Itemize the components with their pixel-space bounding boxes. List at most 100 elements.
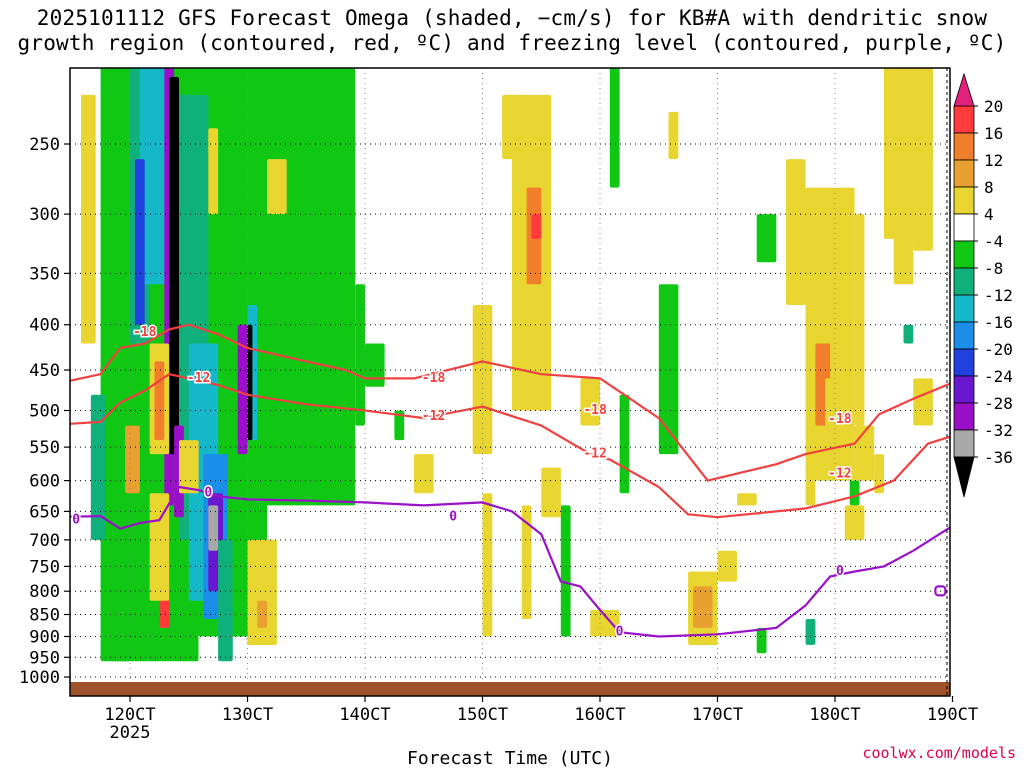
x-tick-label: 140CT bbox=[339, 705, 390, 725]
omega-cell bbox=[805, 619, 816, 645]
contour-label: 0 bbox=[449, 510, 457, 525]
omega-cell bbox=[125, 425, 140, 494]
colorbar-over-arrow bbox=[953, 72, 975, 107]
omega-cell bbox=[590, 610, 620, 637]
colorbar-label: -32 bbox=[984, 421, 1013, 440]
colorbar-bin bbox=[953, 294, 975, 323]
omega-cell bbox=[237, 324, 248, 455]
omega-cell bbox=[913, 378, 933, 426]
x-tick-label: 160CT bbox=[574, 705, 625, 725]
omega-cell bbox=[521, 505, 532, 619]
colorbar-bin bbox=[953, 375, 975, 404]
omega-cell bbox=[874, 454, 884, 494]
omega-cell bbox=[693, 586, 713, 628]
omega-cell bbox=[756, 627, 767, 654]
colorbar-label: -36 bbox=[984, 448, 1013, 467]
colorbar: 20 16 12 8 4 -4 -8 -12 -16 -20 -24 -28 -32 -36 bbox=[953, 72, 1013, 498]
colorbar-label: -20 bbox=[984, 340, 1013, 359]
y-tick-label: 450 bbox=[29, 361, 60, 381]
colorbar-label: 20 bbox=[984, 97, 1003, 116]
contour-line-0 bbox=[70, 485, 950, 638]
y-tick-label: 500 bbox=[29, 402, 60, 422]
contour-lines bbox=[70, 323, 950, 638]
omega-cell bbox=[805, 480, 816, 506]
colorbar-bin bbox=[953, 132, 975, 161]
omega-cell bbox=[247, 324, 253, 441]
contour-line-m12 bbox=[70, 373, 950, 519]
contour-line-0-closed bbox=[934, 585, 947, 597]
y-tick-label: 900 bbox=[29, 627, 60, 647]
colorbar-label: -8 bbox=[984, 259, 1003, 278]
y-tick-label: 750 bbox=[29, 557, 60, 577]
y-tick-label: 600 bbox=[29, 472, 60, 492]
contour-label: -18 bbox=[133, 325, 157, 340]
contour-label: -12 bbox=[583, 447, 606, 462]
y-tick-label: 700 bbox=[29, 531, 60, 551]
y-tick-label: 650 bbox=[29, 502, 60, 522]
contour-line-m18 bbox=[70, 323, 950, 482]
omega-cell bbox=[414, 454, 434, 494]
omega-cell bbox=[179, 440, 199, 494]
omega-cell bbox=[849, 480, 860, 506]
x-tick-label: 130CT bbox=[222, 705, 273, 725]
colorbar-bin bbox=[953, 240, 975, 269]
omega-cell bbox=[893, 214, 914, 285]
omega-cell bbox=[247, 539, 277, 645]
contour-label: 0 bbox=[204, 486, 212, 501]
plot-frame bbox=[69, 67, 951, 697]
omega-cell bbox=[365, 343, 385, 387]
y-tick-label: 300 bbox=[29, 205, 60, 225]
colorbar-bin bbox=[953, 321, 975, 350]
contour-label: -18 bbox=[583, 403, 607, 418]
contour-label: 0 bbox=[72, 513, 80, 528]
y-tick-label: 250 bbox=[29, 135, 60, 155]
colorbar-bin bbox=[953, 267, 975, 296]
omega-cell bbox=[560, 505, 571, 637]
colorbar-label: -12 bbox=[984, 286, 1013, 305]
x-tick-label: 180CT bbox=[809, 705, 860, 725]
y-axis: 2503003504004505005506006507007508008509… bbox=[19, 135, 70, 688]
colorbar-label: -28 bbox=[984, 394, 1013, 413]
contour-label: -12 bbox=[187, 371, 210, 386]
omega-cell bbox=[658, 284, 679, 455]
y-tick-label: 800 bbox=[29, 582, 60, 602]
omega-cell bbox=[218, 539, 233, 662]
colorbar-bin bbox=[953, 105, 975, 134]
omega-cell bbox=[139, 68, 170, 285]
omega-cell bbox=[835, 187, 855, 481]
credit-text[interactable]: coolwx.com/models bbox=[862, 744, 1016, 762]
omega-cell bbox=[531, 214, 542, 239]
omega-cell bbox=[208, 128, 219, 215]
contour-label: -12 bbox=[422, 409, 445, 424]
omega-cell bbox=[257, 600, 268, 628]
omega-cell bbox=[81, 94, 96, 344]
chart-title: 2025101112 GFS Forecast Omega (shaded, −… bbox=[0, 6, 1024, 56]
omega-cell bbox=[844, 505, 865, 540]
omega-cell bbox=[854, 214, 865, 426]
omega-cell bbox=[154, 361, 165, 441]
chart-title-line-2: growth region (contoured, red, ºC) and f… bbox=[17, 31, 1007, 55]
contour-label: 0 bbox=[616, 625, 624, 640]
omega-cell bbox=[786, 159, 806, 305]
x-tick-label: 170CT bbox=[692, 705, 743, 725]
omega-cell bbox=[502, 94, 522, 160]
omega-cell bbox=[267, 159, 287, 215]
contour-label: 0 bbox=[836, 564, 844, 579]
colorbar-label: 16 bbox=[984, 124, 1003, 143]
contour-labels: -18 -12 -18 -12 -18 -12 -18 -12 0 0 0 0 0 bbox=[71, 323, 854, 641]
omega-cell bbox=[394, 410, 405, 441]
colorbar-bin bbox=[953, 429, 975, 458]
colorbar-bin bbox=[953, 213, 975, 242]
omega-cell bbox=[134, 159, 145, 325]
y-tick-label: 850 bbox=[29, 606, 60, 626]
x-tick-sublabel: 2025 bbox=[110, 723, 151, 743]
terrain-ground bbox=[70, 682, 950, 696]
contour-label: -18 bbox=[828, 412, 852, 427]
y-tick-label: 350 bbox=[29, 264, 60, 284]
y-tick-label: 950 bbox=[29, 648, 60, 668]
x-tick-label: 120CT bbox=[104, 705, 155, 725]
omega-cell bbox=[932, 159, 950, 344]
omega-cell bbox=[208, 505, 219, 551]
omega-cell bbox=[90, 394, 106, 540]
